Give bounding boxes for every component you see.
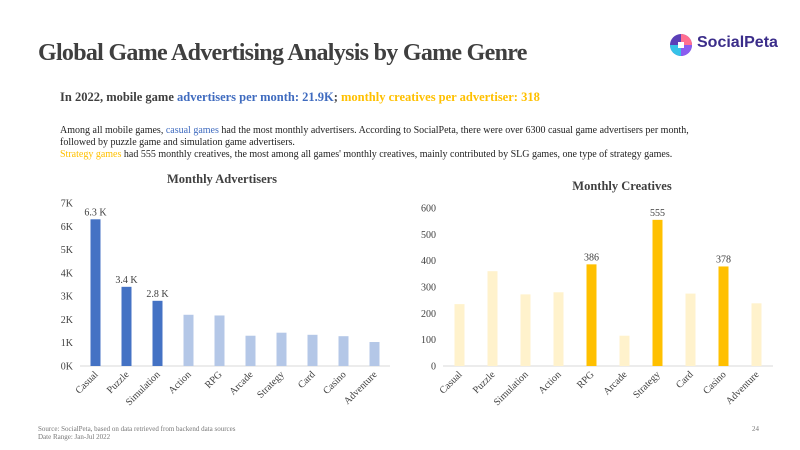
- bar-adventure: [369, 342, 380, 366]
- y-tick-label: 0: [431, 362, 436, 373]
- data-label-puzzle: 3.4 K: [115, 275, 138, 286]
- y-tick-label: 7K: [61, 199, 74, 210]
- headline: In 2022, mobile game advertisers per mon…: [60, 90, 540, 105]
- bar-casual: [454, 304, 465, 366]
- bar-card: [685, 293, 696, 366]
- y-tick-label: 100: [421, 335, 436, 346]
- y-tick-label: 200: [421, 309, 436, 320]
- x-tick-label-strategy: Strategy: [631, 369, 662, 400]
- x-tick-label-action: Action: [167, 369, 194, 396]
- bar-strategy: [276, 332, 287, 366]
- y-tick-label: 6K: [61, 222, 74, 233]
- x-tick-label-puzzle: Puzzle: [471, 369, 498, 396]
- p2-highlight: Strategy games: [60, 149, 122, 160]
- y-tick-label: 600: [421, 204, 436, 215]
- paragraph-advertisers: Among all mobile games, casual games had…: [60, 125, 725, 149]
- bar-simulation: [520, 294, 531, 366]
- x-tick-label-rpg: RPG: [575, 369, 597, 391]
- page-title: Global Game Advertising Analysis by Game…: [38, 40, 527, 66]
- y-tick-label: 400: [421, 256, 436, 267]
- data-label-rpg: 386: [584, 252, 599, 263]
- headline-separator: ;: [333, 90, 342, 104]
- x-tick-label-simulation: Simulation: [492, 369, 531, 408]
- p1-before: Among all mobile games,: [60, 125, 166, 136]
- source-text: Source: SocialPeta, based on data retrie…: [38, 425, 236, 433]
- monthly-creatives-title: Monthly Creatives: [572, 179, 672, 193]
- bar-casual: [90, 219, 101, 366]
- headline-creatives: monthly creatives per advertiser: 318: [341, 90, 540, 104]
- x-tick-label-arcade: Arcade: [227, 369, 256, 398]
- y-tick-label: 3K: [61, 292, 74, 303]
- y-tick-label: 4K: [61, 268, 74, 279]
- paragraph-creatives: Strategy games had 555 monthly creatives…: [60, 149, 760, 161]
- x-tick-label-casino: Casino: [701, 369, 728, 396]
- headline-prefix: In 2022, mobile game: [60, 90, 178, 104]
- data-label-casino: 378: [716, 254, 731, 265]
- bar-arcade: [619, 335, 630, 366]
- x-tick-label-rpg: RPG: [203, 369, 225, 391]
- date-range: Date Range: Jan-Jul 2022: [38, 433, 111, 441]
- bar-rpg: [214, 315, 225, 366]
- p1-highlight: casual games: [165, 125, 219, 136]
- logo-text: SocialPeta: [697, 34, 778, 51]
- data-label-casual: 6.3 K: [84, 207, 107, 218]
- logo-icon: [670, 34, 692, 56]
- bar-adventure: [751, 303, 762, 366]
- y-tick-label: 500: [421, 230, 436, 241]
- x-tick-label-card: Card: [296, 369, 318, 391]
- p2-after: had 555 monthly creatives, the most amon…: [121, 149, 673, 160]
- page-number: 24: [752, 425, 759, 433]
- monthly-creatives-chart: Monthly Creatives 0 100 200 300 400 500 600 Casu…: [421, 179, 773, 408]
- data-label-simulation: 2.8 K: [146, 289, 169, 300]
- data-label-strategy: 555: [650, 208, 665, 219]
- bar-rpg: [586, 264, 597, 366]
- bar-puzzle: [121, 286, 132, 366]
- x-tick-label-casual: Casual: [438, 369, 465, 396]
- p1-after: had the most monthly advertisers. Accord…: [60, 125, 689, 148]
- x-tick-label-casual: Casual: [74, 369, 101, 396]
- bar-arcade: [245, 335, 256, 366]
- monthly-advertisers-title: Monthly Advertisers: [167, 172, 277, 186]
- x-tick-label-card: Card: [674, 369, 696, 391]
- y-tick-label: 300: [421, 283, 436, 294]
- x-tick-label-adventure: Adventure: [342, 369, 380, 407]
- bar-card: [307, 334, 318, 366]
- x-tick-label-puzzle: Puzzle: [105, 369, 132, 396]
- x-tick-label-adventure: Adventure: [724, 369, 762, 407]
- headline-advertisers: advertisers per month: 21.9K: [177, 90, 334, 104]
- bar-strategy: [652, 219, 663, 366]
- y-tick-label: 1K: [61, 338, 74, 349]
- source-note: Source: SocialPeta, based on data retrie…: [38, 425, 235, 441]
- socialpeta-logo: SocialPeta: [668, 32, 778, 58]
- y-tick-label: 2K: [61, 315, 74, 326]
- bar-simulation: [152, 300, 163, 366]
- bar-action: [183, 314, 194, 366]
- bar-casino: [338, 336, 349, 366]
- x-tick-label-casino: Casino: [321, 369, 348, 396]
- x-tick-label-action: Action: [537, 369, 564, 396]
- x-tick-label-arcade: Arcade: [601, 369, 630, 398]
- bar-puzzle: [487, 271, 498, 366]
- bar-action: [553, 292, 564, 366]
- monthly-advertisers-chart: Monthly Advertisers 0K 1K 2K 3K 4K 5K 6K 7K 6.3 K…: [61, 172, 390, 408]
- y-tick-label: 0K: [61, 362, 74, 373]
- y-tick-label: 5K: [61, 245, 74, 256]
- x-tick-label-strategy: Strategy: [255, 369, 286, 400]
- bar-casino: [718, 266, 729, 366]
